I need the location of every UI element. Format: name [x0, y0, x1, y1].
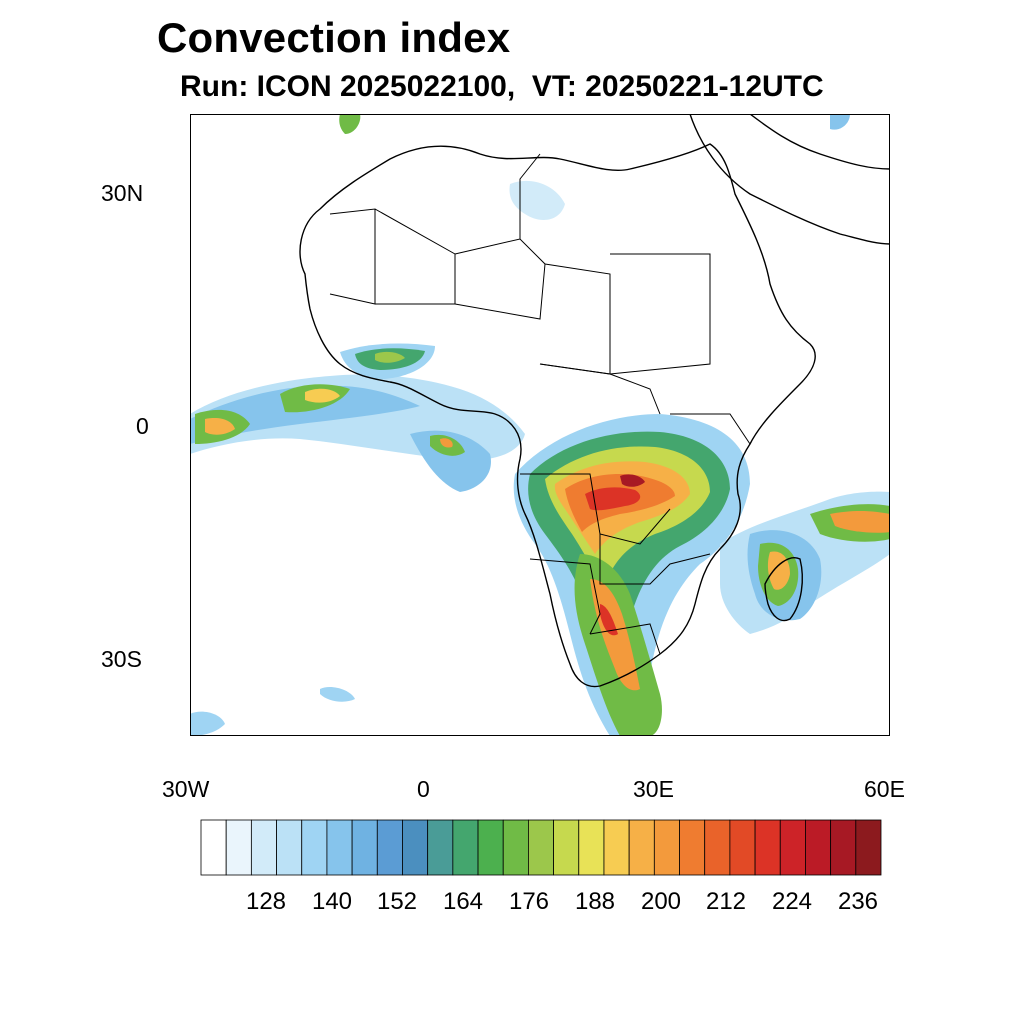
colorbar-label: 176 — [508, 888, 550, 915]
colorbar-swatch — [376, 819, 403, 876]
colorbar-label: 164 — [442, 888, 484, 915]
chart-title: Convection index — [157, 14, 511, 61]
colorbar-swatch — [830, 819, 857, 876]
map-canvas — [190, 114, 890, 736]
colorbar — [200, 819, 882, 882]
x-tick-label-30w: 30W — [162, 776, 210, 802]
colorbar-swatches — [200, 819, 882, 876]
colorbar-swatch — [250, 819, 277, 876]
colorbar-swatch — [553, 819, 580, 876]
x-tick-label-30e: 30E — [633, 776, 674, 802]
colorbar-swatch — [402, 819, 429, 876]
map-plot-area — [190, 114, 890, 736]
colorbar-swatch — [452, 819, 479, 876]
colorbar-swatch — [528, 819, 554, 876]
colorbar-swatch — [628, 819, 655, 876]
colorbar-swatch — [200, 819, 227, 876]
colorbar-swatch — [578, 819, 605, 876]
y-tick-label-30s: 30S — [101, 646, 142, 672]
colorbar-swatch — [855, 819, 882, 876]
colorbar-swatch — [427, 819, 454, 876]
colorbar-swatch — [225, 819, 252, 876]
colorbar-swatch — [301, 819, 328, 876]
colorbar-label: 200 — [640, 888, 682, 915]
colorbar-swatch — [754, 819, 781, 876]
colorbar-swatch — [779, 819, 806, 876]
colorbar-swatch — [679, 819, 706, 876]
x-tick-label-60e: 60E — [864, 776, 905, 802]
colorbar-label: 236 — [837, 888, 879, 915]
coastlines — [299, 114, 890, 688]
colorbar-label: 140 — [311, 888, 353, 915]
colorbar-swatch — [502, 819, 529, 876]
country-borders — [329, 153, 751, 655]
x-tick-label-0: 0 — [417, 776, 430, 802]
colorbar-label: 152 — [376, 888, 418, 915]
colorbar-swatch — [653, 819, 680, 876]
colorbar-label: 224 — [771, 888, 813, 915]
colorbar-swatch — [326, 819, 353, 876]
colorbar-swatch — [704, 819, 731, 876]
colorbar-label: 212 — [705, 888, 747, 915]
colorbar-label: 188 — [574, 888, 616, 915]
colorbar-swatch — [276, 819, 303, 876]
y-tick-label-30n: 30N — [101, 180, 144, 206]
colorbar-swatch — [805, 819, 832, 876]
y-tick-label-0: 0 — [136, 413, 149, 439]
colorbar-swatch — [351, 819, 378, 876]
colorbar-label: 128 — [245, 888, 287, 915]
chart-subtitle: Run: ICON 2025022100, VT: 20250221-12UTC — [180, 70, 824, 103]
colorbar-swatch — [477, 819, 504, 876]
colorbar-swatch — [729, 819, 756, 876]
colorbar-swatch — [603, 819, 630, 876]
